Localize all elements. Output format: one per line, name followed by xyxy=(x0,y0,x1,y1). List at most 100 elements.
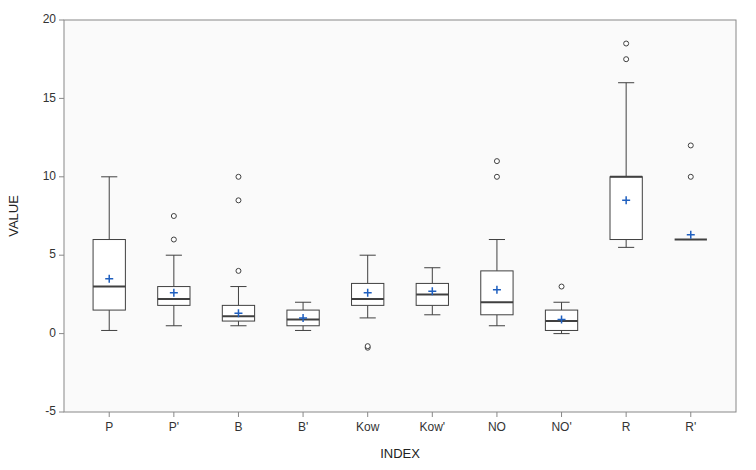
box xyxy=(222,305,254,321)
y-tick-label: 0 xyxy=(49,326,56,340)
box-group xyxy=(158,214,190,326)
box xyxy=(352,283,384,305)
whisker-low xyxy=(496,315,497,326)
median xyxy=(352,298,384,300)
median xyxy=(481,301,513,303)
x-tick-label: P' xyxy=(169,420,179,434)
box xyxy=(416,283,448,305)
cap-low xyxy=(166,325,182,326)
mean xyxy=(299,314,307,322)
frame xyxy=(64,20,736,412)
cap-low xyxy=(360,317,376,318)
cap-low xyxy=(553,333,569,334)
box xyxy=(545,310,577,330)
flier xyxy=(494,159,499,164)
cap-low xyxy=(489,325,505,326)
x-tick-label: NO xyxy=(488,420,506,434)
mean xyxy=(428,287,436,295)
box xyxy=(481,271,513,315)
x-tick-label: NO' xyxy=(551,420,571,434)
whisker-high xyxy=(561,302,562,310)
cap-high xyxy=(489,239,505,240)
x-tick-label: Kow' xyxy=(419,420,445,434)
flier xyxy=(365,344,370,349)
x-tick xyxy=(690,412,691,417)
cap-low xyxy=(101,330,117,331)
whisker-high xyxy=(109,177,110,240)
flier xyxy=(559,284,564,289)
cap-low xyxy=(295,330,311,331)
y-tick xyxy=(59,333,64,334)
cap-low xyxy=(424,314,440,315)
cap-high xyxy=(101,176,117,177)
flier xyxy=(236,268,241,273)
box-group xyxy=(222,174,254,325)
whisker-high xyxy=(173,255,174,286)
median xyxy=(158,298,190,300)
x-tick-label: R' xyxy=(685,420,696,434)
whisker-low xyxy=(303,326,304,331)
x-tick-label: R xyxy=(622,420,631,434)
whisker-low xyxy=(432,305,433,314)
whisker-high xyxy=(238,287,239,306)
mean xyxy=(493,286,501,294)
whisker-high xyxy=(367,255,368,283)
box-group xyxy=(675,143,707,240)
median xyxy=(93,286,125,288)
whisker-low xyxy=(238,321,239,326)
cap-low xyxy=(618,247,634,248)
flier xyxy=(236,198,241,203)
plot-area xyxy=(64,20,736,412)
cap-high xyxy=(295,302,311,303)
cap-high xyxy=(618,82,634,83)
whisker-high xyxy=(303,302,304,310)
y-tick xyxy=(59,412,64,413)
box-group xyxy=(610,41,642,247)
mean xyxy=(170,289,178,297)
box xyxy=(158,287,190,306)
x-tick xyxy=(303,412,304,417)
median xyxy=(675,239,707,241)
whisker-low xyxy=(367,305,368,318)
whisker-high xyxy=(626,83,627,177)
y-axis-label: VALUE xyxy=(6,195,21,237)
x-tick-label: B' xyxy=(298,420,308,434)
box xyxy=(610,177,642,240)
box-group xyxy=(352,255,384,350)
box xyxy=(675,239,707,240)
median xyxy=(610,176,642,178)
x-tick-label: P xyxy=(105,420,113,434)
mean xyxy=(364,289,372,297)
x-tick xyxy=(626,412,627,417)
x-tick xyxy=(367,412,368,417)
x-tick xyxy=(561,412,562,417)
mean xyxy=(105,275,113,283)
whisker-high xyxy=(432,268,433,284)
box-group xyxy=(416,268,448,315)
box-group xyxy=(287,302,319,330)
x-tick xyxy=(109,412,110,417)
y-tick-label: 15 xyxy=(43,91,57,105)
x-axis-label: INDEX xyxy=(380,446,420,461)
y-tick xyxy=(59,176,64,177)
box xyxy=(287,310,319,326)
cap-high xyxy=(424,267,440,268)
flier xyxy=(494,174,499,179)
y-tick xyxy=(59,98,64,99)
box-group xyxy=(481,159,513,326)
flier xyxy=(236,174,241,179)
flier xyxy=(688,174,693,179)
flier xyxy=(171,214,176,219)
cap-high xyxy=(166,255,182,256)
cap-high xyxy=(553,302,569,303)
y-tick-label: 10 xyxy=(43,169,57,183)
whisker-low xyxy=(626,240,627,248)
x-tick xyxy=(173,412,174,417)
chart: -505101520PP'BB'KowKow'NONO'RR'INDEXVALU… xyxy=(0,0,756,470)
box xyxy=(93,240,125,311)
cap-high xyxy=(230,286,246,287)
y-tick-label: 5 xyxy=(49,247,56,261)
mean xyxy=(234,309,242,317)
whisker-high xyxy=(496,240,497,271)
mean xyxy=(558,315,566,323)
